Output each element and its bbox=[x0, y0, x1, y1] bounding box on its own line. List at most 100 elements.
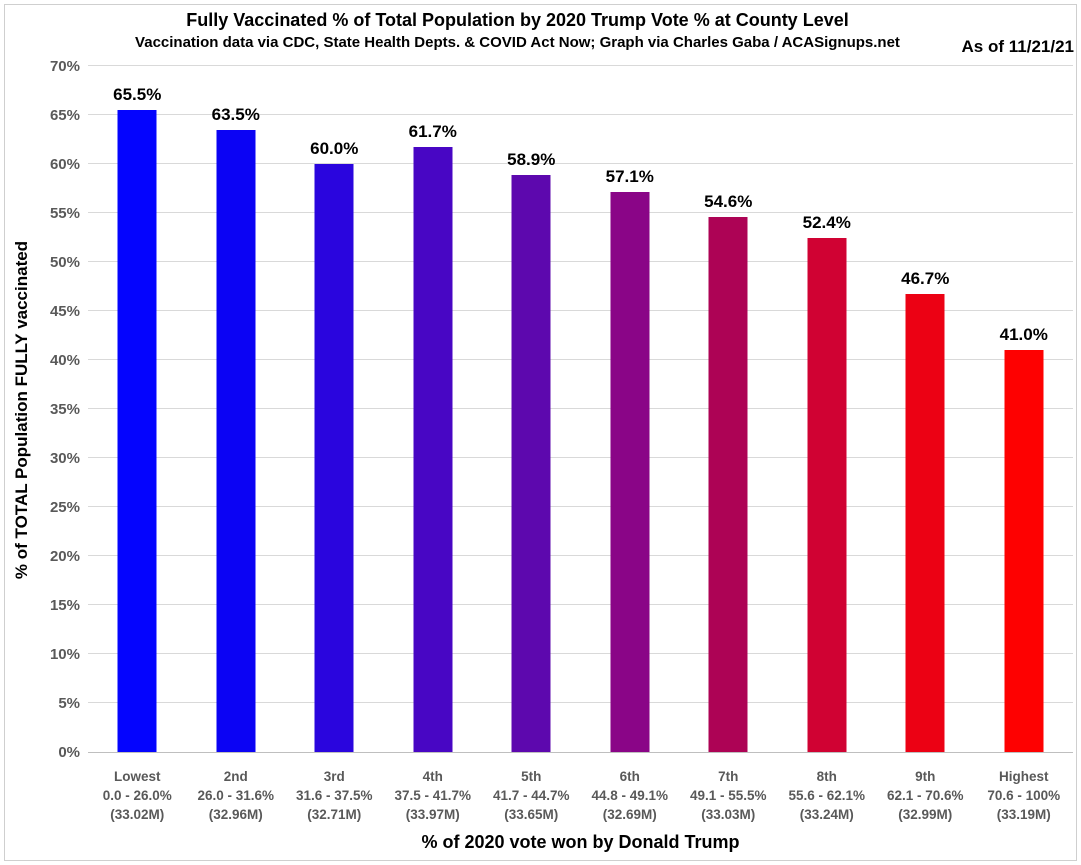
y-tick-label: 55% bbox=[49, 205, 80, 222]
gridline-25 bbox=[88, 506, 1073, 507]
y-tick-label: 35% bbox=[49, 401, 80, 418]
x-tick-population: (33.19M) bbox=[996, 807, 1051, 822]
x-tick-label-6: 6th 44.8 - 49.1% (32.69M) bbox=[581, 767, 680, 824]
gridline-20 bbox=[88, 555, 1073, 556]
gridline-45 bbox=[88, 310, 1073, 311]
y-tick-label: 65% bbox=[49, 107, 80, 124]
gridline-40 bbox=[88, 359, 1073, 360]
y-tick-label: 60% bbox=[49, 156, 80, 173]
x-tick-label-1: Lowest 0.0 - 26.0% (33.02M) bbox=[88, 767, 187, 824]
x-tick-population: (32.69M) bbox=[602, 807, 657, 822]
bar-value-label: 65.5% bbox=[113, 85, 162, 105]
bar-slot-10: 41.0% bbox=[975, 67, 1074, 752]
bar-5th bbox=[511, 174, 551, 752]
bar-value-label: 63.5% bbox=[211, 104, 260, 124]
x-tick-range: 26.0 - 31.6% bbox=[197, 788, 275, 803]
y-tick-label: 70% bbox=[49, 58, 80, 75]
x-tick-range: 70.6 - 100% bbox=[987, 788, 1061, 803]
x-tick-range: 62.1 - 70.6% bbox=[886, 788, 964, 803]
gridline-15 bbox=[88, 604, 1073, 605]
x-tick-range: 55.6 - 62.1% bbox=[788, 788, 866, 803]
y-tick-label: 10% bbox=[49, 646, 80, 663]
bar-value-label: 60.0% bbox=[310, 139, 359, 158]
bar-slot-1: 65.5% bbox=[88, 67, 187, 752]
bar-slot-5: 58.9% bbox=[482, 67, 581, 752]
gridline-65 bbox=[88, 114, 1073, 115]
x-tick-label-10: Highest 70.6 - 100% (33.19M) bbox=[975, 767, 1074, 824]
gridline-50 bbox=[88, 261, 1073, 262]
y-tick-label: 15% bbox=[49, 597, 80, 614]
x-axis-title: % of 2020 vote won by Donald Trump bbox=[421, 832, 740, 852]
y-axis-tick-labels: 0% 5% 10% 15% 20% 25% 30% 35% 40% 45% 50% 55% 60% 65%… bbox=[0, 58, 80, 761]
gridline-60 bbox=[88, 163, 1073, 164]
x-tick-range: 41.7 - 44.7% bbox=[492, 788, 570, 803]
x-tick-rank: 5th bbox=[521, 769, 542, 784]
x-tick-label-2: 2nd 26.0 - 31.6% (32.96M) bbox=[187, 767, 286, 824]
bar-lowest bbox=[117, 110, 157, 752]
bar-slot-6: 57.1% bbox=[581, 67, 680, 752]
gridline-35 bbox=[88, 408, 1073, 409]
bar-slot-7: 54.6% bbox=[679, 67, 778, 752]
x-tick-rank: Highest bbox=[998, 769, 1049, 784]
x-tick-range: 37.5 - 41.7% bbox=[394, 788, 472, 803]
x-tick-population: (32.71M) bbox=[307, 807, 362, 822]
x-tick-range: 31.6 - 37.5% bbox=[295, 788, 373, 803]
x-tick-rank: 4th bbox=[422, 769, 443, 784]
x-tick-label-4: 4th 37.5 - 41.7% (33.97M) bbox=[384, 767, 483, 824]
x-tick-population: (33.65M) bbox=[504, 807, 559, 822]
y-tick-label: 40% bbox=[49, 352, 80, 369]
x-tick-rank: 8th bbox=[816, 769, 837, 784]
y-tick-label: 45% bbox=[49, 303, 80, 320]
as-of-date-annotation: As of 11/21/21 bbox=[961, 37, 1074, 56]
gridline-10 bbox=[88, 653, 1073, 654]
bar-slot-3: 60.0% bbox=[285, 67, 384, 752]
x-tick-population: (32.99M) bbox=[898, 807, 953, 822]
bar-slot-2: 63.5% bbox=[187, 67, 286, 752]
y-tick-label: 25% bbox=[49, 499, 80, 516]
bar-4th bbox=[413, 147, 453, 752]
bar-8th bbox=[807, 238, 847, 752]
x-tick-population: (33.03M) bbox=[701, 807, 756, 822]
y-tick-label: 5% bbox=[58, 695, 80, 712]
y-tick-label: 0% bbox=[58, 744, 80, 761]
x-tick-population: (33.02M) bbox=[110, 807, 165, 822]
x-tick-label-5: 5th 41.7 - 44.7% (33.65M) bbox=[482, 767, 581, 824]
y-tick-label: 20% bbox=[49, 548, 80, 565]
x-tick-range: 44.8 - 49.1% bbox=[591, 788, 669, 803]
bar-3rd bbox=[314, 164, 354, 752]
x-tick-rank: 9th bbox=[915, 769, 936, 784]
x-tick-rank: Lowest bbox=[113, 769, 161, 784]
bar-value-label: 41.0% bbox=[999, 325, 1048, 345]
bar-slot-8: 52.4% bbox=[778, 67, 877, 752]
x-tick-label-3: 3rd 31.6 - 37.5% (32.71M) bbox=[285, 767, 384, 824]
bar-value-label: 57.1% bbox=[605, 167, 654, 187]
x-tick-rank: 2nd bbox=[223, 769, 248, 784]
x-axis-tick-labels: Lowest 0.0 - 26.0% (33.02M) 2nd 26.0 - 31.6%… bbox=[88, 767, 1073, 824]
plot-area: 65.5% 63.5% 60.0% 61.7% 58.9% 57.1% 54.6% 52.4%… bbox=[88, 65, 1073, 753]
bar-2nd bbox=[216, 129, 256, 752]
bar-9th bbox=[905, 294, 945, 752]
bar-series: 65.5% 63.5% 60.0% 61.7% 58.9% 57.1% 54.6% 52.4%… bbox=[88, 67, 1073, 752]
x-tick-range: 0.0 - 26.0% bbox=[102, 788, 172, 803]
x-tick-rank: 7th bbox=[718, 769, 739, 784]
x-tick-population: (33.24M) bbox=[799, 807, 854, 822]
gridline-30 bbox=[88, 457, 1073, 458]
bar-value-label: 58.9% bbox=[507, 149, 556, 169]
y-tick-label: 30% bbox=[49, 450, 80, 467]
bar-6th bbox=[610, 192, 650, 752]
bar-slot-9: 46.7% bbox=[876, 67, 975, 752]
bar-value-label: 52.4% bbox=[802, 213, 851, 233]
chart-subtitle: Vaccination data via CDC, State Health D… bbox=[135, 34, 900, 51]
bar-value-label: 54.6% bbox=[704, 191, 753, 211]
bar-value-label: 46.7% bbox=[901, 269, 950, 289]
y-tick-label: 50% bbox=[49, 254, 80, 271]
x-tick-population: (32.96M) bbox=[208, 807, 263, 822]
gridline-55 bbox=[88, 212, 1073, 213]
x-tick-rank: 6th bbox=[619, 769, 640, 784]
x-tick-label-7: 7th 49.1 - 55.5% (33.03M) bbox=[679, 767, 778, 824]
bar-highest bbox=[1004, 350, 1044, 752]
bar-slot-4: 61.7% bbox=[384, 67, 483, 752]
bar-7th bbox=[708, 216, 748, 752]
x-tick-label-8: 8th 55.6 - 62.1% (33.24M) bbox=[778, 767, 877, 824]
